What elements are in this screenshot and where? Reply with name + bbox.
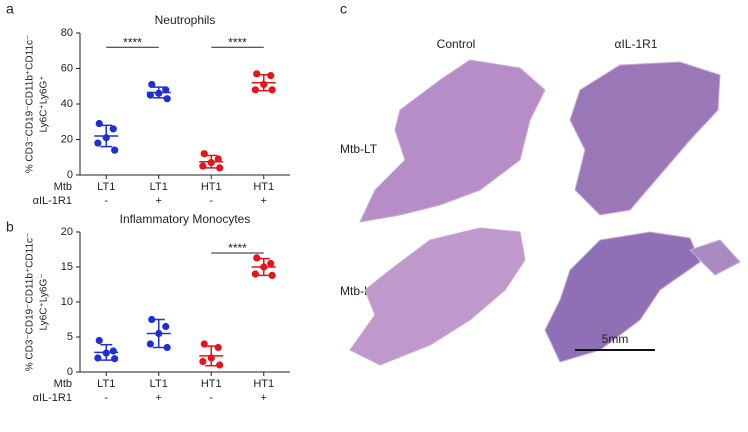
data-point: [94, 139, 102, 147]
data-point: [162, 322, 170, 331]
data-point: [111, 355, 119, 363]
chart-title: Inflammatory Monocytes: [120, 212, 251, 226]
x-tick-label: LT1: [97, 378, 115, 390]
y-tick-label: 20: [61, 133, 73, 145]
data-point: [148, 315, 156, 324]
row-label: Mtb-LT: [340, 142, 378, 156]
treatment-label: -: [104, 392, 108, 404]
treatment-label: +: [156, 195, 162, 207]
y-axis-label: % CD3⁻CD19⁻CD11b⁺CD11c⁻: [25, 35, 36, 174]
data-point: [199, 357, 207, 366]
x-tick-label: LT1: [150, 378, 168, 390]
treatment-label: -: [209, 392, 213, 404]
significance-label: ****: [228, 35, 247, 49]
data-point: [146, 91, 154, 99]
significance-label: ****: [228, 241, 247, 255]
y-tick-label: 40: [61, 98, 73, 110]
x-tick-label: HT1: [201, 181, 222, 193]
data-point: [214, 343, 222, 352]
panel-label: b: [6, 219, 14, 235]
data-point: [162, 86, 170, 94]
data-point: [253, 70, 261, 78]
data-point: [163, 95, 171, 103]
y-tick-label: 20: [61, 226, 73, 238]
histology: [349, 59, 741, 366]
y-tick-label: 80: [61, 27, 73, 39]
scale-label: 5mm: [602, 332, 629, 346]
treatment-label: +: [261, 195, 267, 207]
data-point: [216, 361, 224, 369]
data-point: [253, 254, 261, 262]
y-tick-label: 60: [61, 62, 73, 74]
y-tick-label: 15: [61, 261, 73, 273]
y-axis-label: Ly6C⁺Ly6G⁻: [39, 273, 50, 330]
data-point: [109, 125, 117, 133]
data-point: [148, 80, 156, 89]
treatment-label: +: [156, 392, 162, 404]
data-point: [111, 146, 119, 154]
data-point: [267, 72, 275, 80]
data-point: [109, 347, 117, 355]
data-point: [146, 340, 154, 348]
y-axis-label: Ly6C⁺Ly6G⁺: [39, 75, 50, 132]
y-tick-label: 10: [61, 296, 73, 308]
row-label: αIL-1R1: [33, 392, 72, 404]
chart-title: Neutrophils: [155, 13, 216, 27]
data-point: [214, 155, 222, 163]
y-axis-label: % CD3⁻CD19⁻CD11b⁺CD11c⁻: [25, 233, 36, 372]
row-label: αIL-1R1: [33, 195, 72, 207]
data-point: [216, 164, 224, 172]
data-point: [251, 86, 259, 94]
treatment-label: -: [209, 195, 213, 207]
significance-label: ****: [123, 35, 142, 49]
data-point: [94, 354, 102, 362]
treatment-label: -: [104, 195, 108, 207]
x-tick-label: HT1: [201, 378, 222, 390]
row-label: Mtb: [54, 378, 72, 390]
x-tick-label: LT1: [97, 181, 115, 193]
data-point: [268, 86, 276, 94]
y-tick-label: 0: [67, 366, 73, 378]
data-point: [267, 259, 275, 268]
x-tick-label: HT1: [253, 378, 274, 390]
x-tick-label: LT1: [150, 181, 168, 193]
treatment-label: +: [261, 392, 267, 404]
y-tick-label: 0: [67, 169, 73, 181]
data-point: [199, 162, 207, 170]
y-tick-label: 5: [67, 331, 73, 343]
data-point: [251, 270, 259, 278]
data-point: [163, 343, 171, 352]
panel-label: a: [6, 1, 14, 17]
column-label: Control: [437, 37, 476, 51]
data-point: [95, 336, 103, 345]
row-label: Mtb: [54, 181, 72, 193]
panel-label: c: [340, 1, 347, 17]
x-tick-label: HT1: [253, 181, 274, 193]
data-point: [268, 271, 276, 279]
column-label: αIL-1R1: [615, 37, 658, 51]
